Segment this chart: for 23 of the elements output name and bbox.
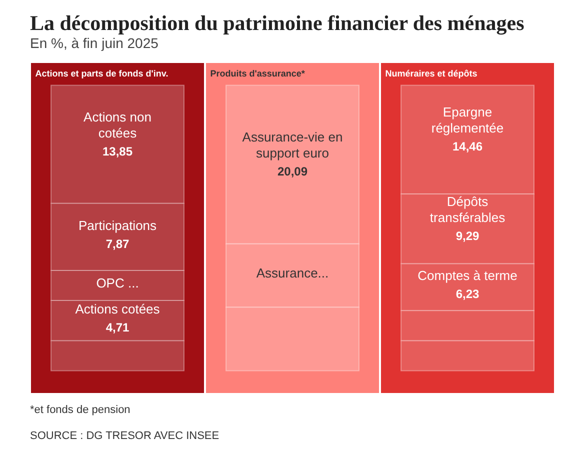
category-label: Actions cotées <box>75 302 160 317</box>
category-label: Comptes à terme <box>418 268 518 284</box>
text: *et fonds de pension <box>30 404 132 416</box>
category-label: Dépôts transférables <box>430 194 506 225</box>
category-label: OPC ... <box>96 276 139 291</box>
category-label: Actions non cotées <box>84 109 152 140</box>
category-label: Epargne réglementée <box>431 104 504 136</box>
text: La décomposition du patrimoine financier des ménages <box>30 11 524 35</box>
category-label: Participations <box>78 218 158 233</box>
source-note: SOURCE : DG TRESOR AVEC INSEE <box>30 430 220 442</box>
data-label: 4,71 <box>106 320 130 335</box>
data-label: 6,23 <box>456 287 480 302</box>
data-label: 20,09 <box>277 164 308 179</box>
data-label: 14,46 <box>452 140 483 154</box>
series-label: Actions et parts de fonds d'inv. <box>35 68 168 79</box>
category-label: Assurance-vie en support euro <box>242 130 343 161</box>
category-label: Assurance... <box>256 266 329 281</box>
data-label: 7,87 <box>106 236 130 251</box>
series-label: Numéraires et dépôts <box>385 68 478 79</box>
data-label: 9,29 <box>456 228 480 243</box>
series-label: Produits d'assurance* <box>210 68 306 79</box>
text: En %, à fin juin 2025 <box>30 35 159 51</box>
data-label: 13,85 <box>102 144 133 158</box>
